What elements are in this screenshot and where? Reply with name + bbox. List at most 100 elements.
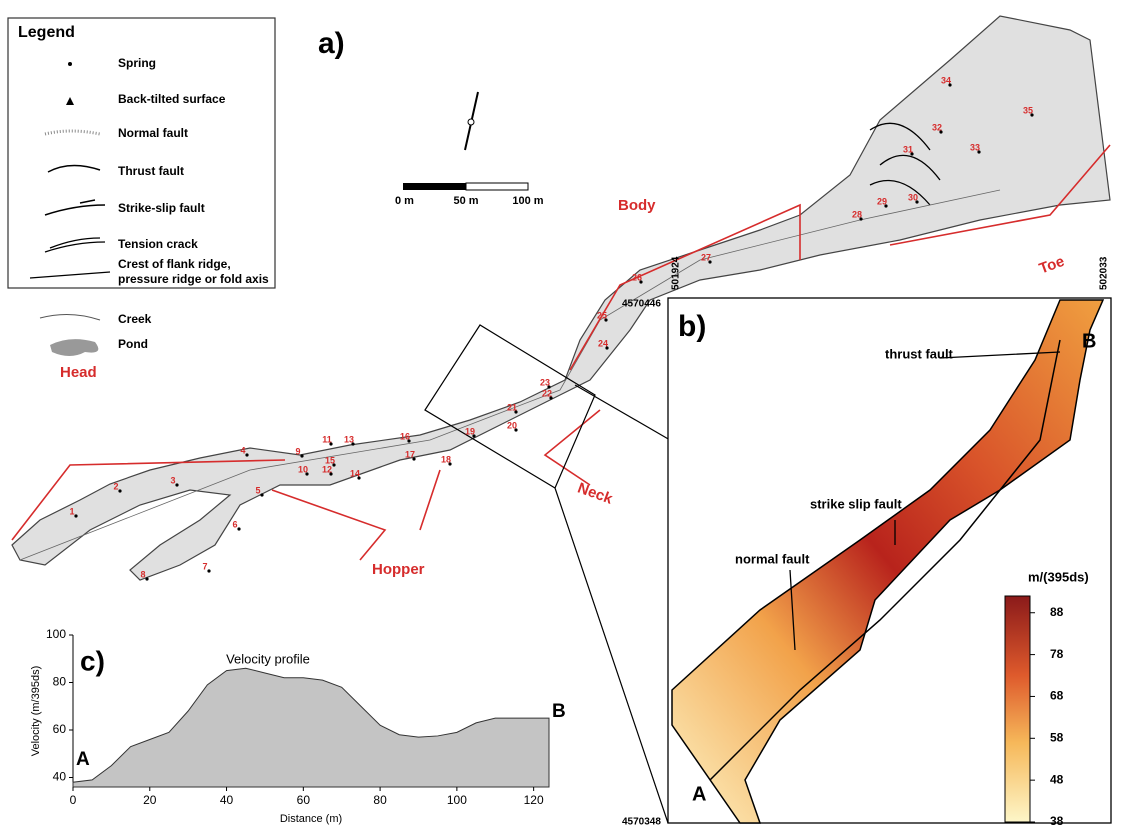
pond-symbol <box>50 339 98 356</box>
panel-label: a) <box>318 27 345 60</box>
spring-label: 20 <box>507 420 517 430</box>
panel-label: c) <box>80 645 105 676</box>
zone-label: Head <box>60 364 97 381</box>
spring-label: 35 <box>1023 105 1033 115</box>
spring-label: 19 <box>465 426 475 436</box>
annotation: strike slip fault <box>810 496 902 511</box>
spring-label: 8 <box>140 569 145 579</box>
spring-label: 15 <box>325 455 335 465</box>
spring-label: 16 <box>400 431 410 441</box>
spring-label: 9 <box>295 446 300 456</box>
colorbar <box>1005 596 1030 822</box>
legend-title: Legend <box>18 24 75 41</box>
legend-label: Normal fault <box>118 126 188 140</box>
spring-label: 6 <box>232 519 237 529</box>
colorbar-tick-label: 58 <box>1050 730 1064 744</box>
point-label: B <box>1082 330 1096 352</box>
legend-label: Tension crack <box>118 237 198 251</box>
legend-label: Crest of flank ridge, <box>118 257 231 271</box>
legend-label: Strike-slip fault <box>118 201 205 215</box>
spring-point <box>237 527 240 530</box>
scale-label: 50 m <box>453 195 478 207</box>
x-tick-label: 80 <box>373 793 387 807</box>
spring-point <box>245 453 248 456</box>
spring-symbol <box>68 62 72 66</box>
spring-label: 7 <box>202 561 207 571</box>
legend-label: Creek <box>118 312 152 326</box>
x-tick-label: 40 <box>220 793 234 807</box>
spring-label: 18 <box>441 454 451 464</box>
zone-label: Body <box>618 197 656 214</box>
spring-label: 13 <box>344 434 354 444</box>
coordinate-label: 4570446 <box>622 299 661 310</box>
spring-label: 17 <box>405 449 415 459</box>
colorbar-tick-label: 88 <box>1050 605 1064 619</box>
spring-point <box>300 454 303 457</box>
spring-label: 3 <box>170 475 175 485</box>
x-tick-label: 0 <box>70 793 77 807</box>
spring-label: 27 <box>701 252 711 262</box>
spring-label: 14 <box>350 468 360 478</box>
coordinate-label: 4570348 <box>622 817 661 828</box>
legend-label: Pond <box>118 337 148 351</box>
point-label: A <box>76 749 90 770</box>
x-tick-label: 60 <box>297 793 311 807</box>
spring-label: 11 <box>322 434 332 444</box>
spring-label: 34 <box>941 75 951 85</box>
point-label: A <box>692 783 706 805</box>
spring-label: 30 <box>908 192 918 202</box>
y-tick-label: 80 <box>53 675 67 689</box>
legend-label: pressure ridge or fold axis <box>118 272 269 286</box>
spring-label: 29 <box>877 196 887 206</box>
spring-label: 24 <box>598 338 608 348</box>
area <box>73 668 549 787</box>
colorbar-tick-label: 38 <box>1050 814 1064 828</box>
coordinate-label: 502033 <box>1099 256 1110 290</box>
spring-label: 33 <box>970 142 980 152</box>
panel-label: b) <box>678 310 706 343</box>
y-tick-label: 40 <box>53 770 67 784</box>
spring-point <box>175 483 178 486</box>
x-tick-label: 100 <box>447 793 467 807</box>
spring-label: 12 <box>322 464 332 474</box>
legend-label: Back-tilted surface <box>118 92 226 106</box>
spring-label: 5 <box>255 485 260 495</box>
annotation: normal fault <box>735 551 810 566</box>
spring-label: 31 <box>903 144 913 154</box>
spring-label: 21 <box>507 402 517 412</box>
spring-label: 26 <box>632 272 642 282</box>
scale-bar-black <box>403 183 466 190</box>
scale-label: 100 m <box>512 195 543 207</box>
figure: Legend SpringBack-tilted surfa <box>0 0 1121 829</box>
coordinate-label: 501924 <box>671 256 682 290</box>
colorbar-tick-label: 48 <box>1050 772 1064 786</box>
spring-point <box>118 489 121 492</box>
x-axis-label: Distance (m) <box>280 813 342 825</box>
north-arrow-dot <box>468 119 474 125</box>
spring-label: 28 <box>852 209 862 219</box>
colorbar-tick-label: 68 <box>1050 689 1064 703</box>
creek-symbol <box>40 314 100 320</box>
colorbar-tick-label: 78 <box>1050 647 1064 661</box>
spring-label: 22 <box>542 388 552 398</box>
legend-label: Spring <box>118 56 156 70</box>
spring-label: 25 <box>597 310 607 320</box>
point-label: B <box>552 701 566 722</box>
y-tick-label: 60 <box>53 722 67 736</box>
spring-label: 4 <box>240 445 245 455</box>
spring-label: 10 <box>298 464 308 474</box>
spring-label: 2 <box>113 481 118 491</box>
spring-point <box>74 514 77 517</box>
spring-label: 23 <box>540 377 550 387</box>
spring-label: 1 <box>69 506 74 516</box>
spring-point <box>260 493 263 496</box>
x-tick-label: 120 <box>524 793 544 807</box>
x-tick-label: 20 <box>143 793 157 807</box>
zone-label: Toe <box>1037 253 1067 278</box>
chart-title: Velocity profile <box>226 651 310 666</box>
spring-label: 32 <box>932 122 942 132</box>
scale-bar-white <box>466 183 528 190</box>
zone-label: Neck <box>575 480 615 508</box>
legend-label: Thrust fault <box>118 164 184 178</box>
spring-point <box>145 577 148 580</box>
